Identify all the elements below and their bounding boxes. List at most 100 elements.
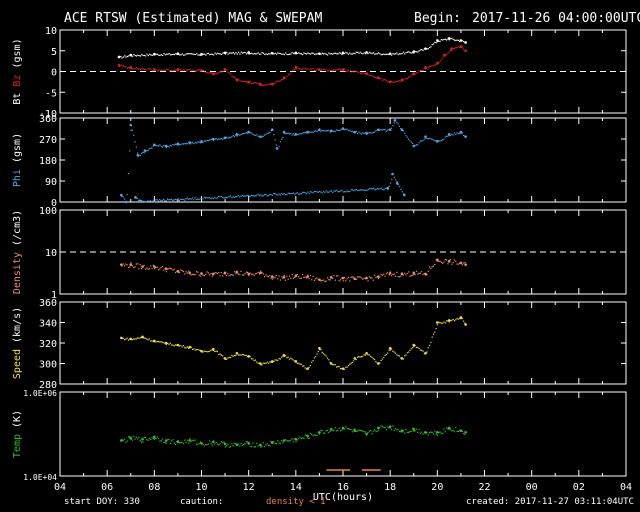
- scatter-dot-speed: [299, 363, 301, 365]
- data-point-temp: [464, 430, 467, 434]
- scatter-dot-density: [351, 276, 353, 278]
- scatter-dot-speed: [127, 339, 130, 341]
- scatter-dot-speed: [380, 359, 382, 362]
- scatter-dot-mag: [453, 39, 456, 41]
- scatter-dot-mag: [201, 70, 203, 72]
- scatter-dot-speed: [326, 357, 329, 359]
- scatter-dot-mag: [388, 54, 390, 56]
- scatter-dot-mag: [419, 49, 422, 51]
- scatter-dot-speed: [387, 352, 389, 354]
- scatter-dot-temp: [171, 440, 173, 442]
- scatter-dot-phi: [279, 194, 281, 196]
- scatter-dot-phi: [157, 145, 160, 147]
- scatter-dot-phi: [220, 137, 223, 140]
- scatter-dot-temp: [199, 441, 202, 443]
- scatter-dot-speed: [125, 338, 127, 340]
- scatter-dot-mag: [203, 53, 206, 55]
- scatter-dot-phi: [371, 132, 373, 134]
- scatter-dot-phi: [224, 137, 226, 139]
- scatter-dot-temp: [277, 440, 279, 442]
- scatter-dot-speed: [321, 351, 323, 354]
- scatter-dot-speed: [189, 346, 191, 348]
- scatter-dot-mag: [413, 74, 415, 76]
- scatter-dot-phi: [334, 130, 336, 132]
- scatter-dot-phi: [144, 150, 147, 152]
- scatter-dot-mag: [275, 81, 278, 83]
- scatter-dot-phi: [439, 140, 441, 142]
- y-tick-label-temp: 1.0E+04: [23, 473, 57, 482]
- scatter-dot-phi: [235, 134, 237, 136]
- scatter-dot-temp: [126, 440, 128, 442]
- scatter-dot-mag: [224, 53, 227, 55]
- scatter-dot-mag: [235, 52, 237, 54]
- scatter-dot-density: [152, 264, 154, 266]
- scatter-dot-mag: [434, 64, 436, 66]
- scatter-dot-speed: [439, 322, 441, 324]
- scatter-dot-mag: [342, 70, 344, 72]
- scatter-dot-temp: [258, 444, 260, 446]
- scatter-dot-temp: [439, 431, 441, 433]
- scatter-dot-phi: [256, 195, 258, 197]
- scatter-dot-phi: [237, 194, 239, 197]
- scatter-dot-mag: [260, 84, 262, 87]
- scatter-dot-phi: [298, 134, 300, 136]
- scatter-dot-mag: [295, 68, 297, 70]
- scatter-dot-temp: [384, 426, 386, 429]
- scatter-dot-phi: [252, 133, 254, 135]
- scatter-dot-mag: [247, 52, 249, 54]
- scatter-dot-density: [419, 272, 422, 274]
- scatter-dot-phi: [277, 148, 279, 150]
- scatter-dot-mag: [126, 67, 129, 69]
- scatter-dot-mag: [309, 53, 312, 55]
- scatter-dot-phi: [290, 132, 292, 135]
- scatter-dot-density: [241, 274, 243, 276]
- scatter-dot-density: [294, 276, 296, 278]
- scatter-dot-mag: [350, 71, 352, 73]
- scatter-dot-mag: [137, 68, 139, 70]
- scatter-dot-phi: [414, 144, 416, 146]
- scatter-dot-phi: [291, 134, 293, 136]
- scatter-dot-temp: [304, 434, 306, 436]
- scatter-dot-phi: [434, 140, 436, 142]
- panel-frame-phi: [59, 117, 627, 203]
- scatter-dot-temp: [253, 446, 255, 448]
- scatter-dot-density: [245, 271, 247, 273]
- scatter-dot-speed: [267, 362, 270, 364]
- scatter-dot-mag: [273, 82, 275, 84]
- scatter-dot-density: [174, 271, 177, 274]
- scatter-dot-speed: [315, 355, 317, 358]
- scatter-dot-speed: [307, 368, 309, 370]
- scatter-dot-temp: [163, 441, 165, 444]
- scatter-dot-mag: [160, 69, 163, 71]
- scatter-dot-phi: [233, 135, 236, 138]
- scatter-dot-phi: [364, 189, 367, 191]
- scatter-dot-phi: [177, 198, 179, 200]
- scatter-dot-phi: [307, 191, 309, 193]
- scatter-dot-mag: [429, 46, 431, 49]
- scatter-dot-mag: [126, 55, 129, 58]
- y-axis-label-part: Speed: [12, 349, 23, 379]
- scatter-dot-phi: [232, 134, 234, 137]
- scatter-dot-density: [155, 266, 157, 269]
- scatter-dot-phi: [371, 188, 373, 190]
- scatter-dot-density: [334, 279, 336, 281]
- scatter-dot-mag: [274, 82, 276, 84]
- scatter-dot-temp: [138, 436, 140, 439]
- scatter-dot-density: [406, 272, 408, 275]
- scatter-dot-temp: [121, 438, 123, 441]
- scatter-dot-mag: [379, 77, 381, 79]
- scatter-dot-mag: [459, 40, 461, 43]
- scatter-dot-speed: [426, 351, 428, 353]
- scatter-dot-density: [353, 276, 355, 278]
- scatter-dot-phi: [211, 197, 213, 199]
- scatter-dot-temp: [359, 429, 361, 432]
- scatter-dot-mag: [211, 73, 214, 75]
- scatter-dot-density: [195, 271, 198, 273]
- scatter-dot-phi: [334, 190, 337, 192]
- scatter-dot-mag: [245, 81, 248, 83]
- scatter-dot-phi: [308, 131, 310, 133]
- scatter-dot-phi: [452, 134, 454, 136]
- scatter-dot-mag: [200, 54, 202, 56]
- data-point-temp: [164, 439, 168, 442]
- scatter-dot-mag: [375, 77, 377, 79]
